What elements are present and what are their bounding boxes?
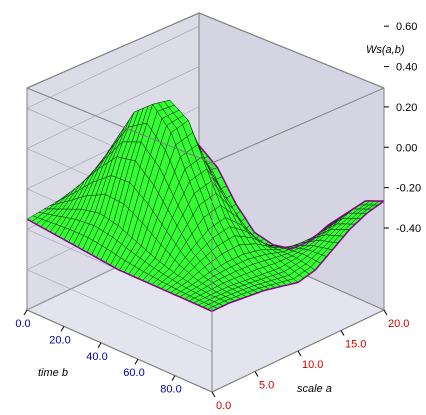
y-tick-label: 80.0 bbox=[160, 384, 181, 396]
tick-mark bbox=[60, 326, 65, 332]
x-tick-label: 15.0 bbox=[345, 339, 366, 351]
tick-mark bbox=[340, 330, 345, 336]
x-tick-label: 10.0 bbox=[302, 359, 323, 371]
tick-mark bbox=[23, 309, 28, 316]
z-axis-title: Ws(a,b) bbox=[366, 44, 405, 56]
tick-labels: 0.60 0.40 0.20 0.00 -0.20 -0.40 0.0 5.0 10.0 15.0… bbox=[15, 21, 421, 412]
y-tick-label: 60.0 bbox=[123, 367, 144, 379]
x-tick-label: 20.0 bbox=[388, 318, 409, 330]
surface-mesh bbox=[26, 99, 385, 312]
box-frame bbox=[26, 12, 385, 393]
box-edge-top-back-right bbox=[198, 12, 385, 89]
z-tick-label: 0.60 bbox=[396, 21, 417, 33]
z-tick-label: 0.00 bbox=[396, 142, 417, 154]
box-edge-top-left bbox=[26, 87, 213, 164]
tick-mark bbox=[97, 342, 102, 349]
z-tick-label: -0.40 bbox=[396, 223, 421, 235]
x-tick-label: 5.0 bbox=[259, 380, 274, 392]
tick-mark bbox=[297, 350, 302, 357]
tick-mark bbox=[171, 375, 176, 381]
surface-edge bbox=[198, 144, 384, 250]
x-tick-label: 0.0 bbox=[216, 400, 231, 412]
tick-mark bbox=[211, 391, 216, 398]
y-tick-label: 0.0 bbox=[15, 318, 30, 330]
z-tick-label: 0.40 bbox=[396, 62, 417, 74]
z-tick-label: 0.20 bbox=[396, 102, 417, 114]
tick-mark bbox=[134, 358, 139, 365]
box-edge-top-back-left bbox=[26, 12, 200, 89]
surface-edge bbox=[211, 200, 385, 312]
tick-mark bbox=[383, 309, 388, 316]
y-axis-title: time b bbox=[38, 367, 68, 379]
surface-edge bbox=[26, 218, 213, 312]
box-edge-top-right bbox=[211, 87, 385, 164]
x-axis-title: scale a bbox=[297, 383, 332, 395]
box-edge-bottom-left bbox=[26, 309, 213, 393]
tick-mark bbox=[254, 371, 259, 377]
z-tick-label: -0.20 bbox=[396, 183, 421, 195]
y-tick-label: 40.0 bbox=[86, 351, 107, 363]
y-tick-label: 20.0 bbox=[49, 334, 70, 346]
